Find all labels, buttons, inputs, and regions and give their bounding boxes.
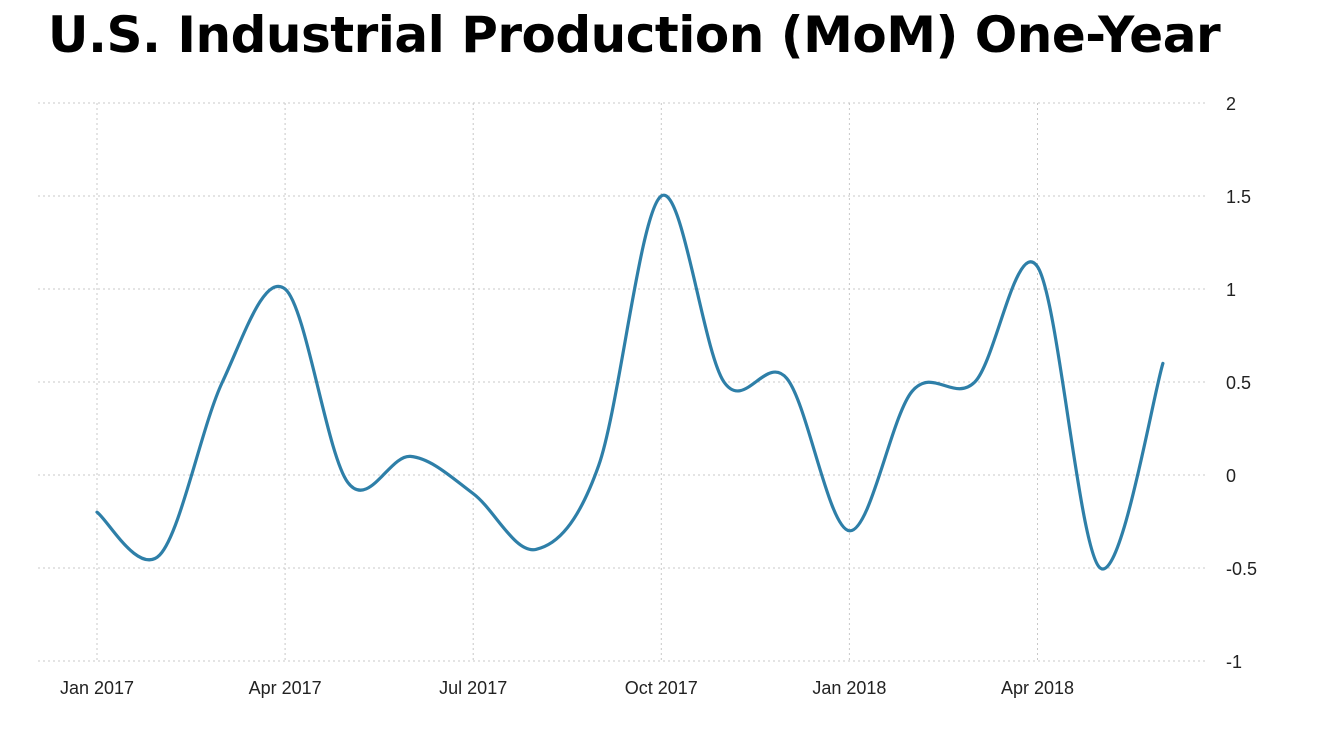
x-tick-label: Apr 2017 [249, 678, 322, 698]
series-layer [95, 193, 1165, 571]
y-tick-label: 1.5 [1226, 187, 1251, 207]
data-point [722, 380, 726, 384]
x-tick-label: Apr 2018 [1001, 678, 1074, 698]
tick-label-layer: 2 1.5 1 0.5 0 -0.5 -1 Jan 2017 Apr 2017 Jul 2017 O… [60, 94, 1257, 698]
data-point [95, 510, 99, 514]
y-tick-label: 0.5 [1226, 373, 1251, 393]
data-point [910, 389, 914, 393]
x-tick-label: Jul 2017 [439, 678, 507, 698]
data-point [471, 492, 475, 496]
y-tick-label: 0 [1226, 466, 1236, 486]
data-point [1036, 265, 1040, 269]
data-point [847, 529, 851, 533]
data-point [283, 287, 287, 291]
y-tick-label: 1 [1226, 280, 1236, 300]
x-tick-label: Oct 2017 [625, 678, 698, 698]
y-tick-label: -1 [1226, 652, 1242, 672]
x-tick-label: Jan 2018 [812, 678, 886, 698]
series-line [95, 193, 1165, 571]
data-point [220, 380, 224, 384]
data-point [1161, 361, 1165, 365]
data-point [785, 376, 789, 380]
data-point [1098, 566, 1102, 570]
x-tick-label: Jan 2017 [60, 678, 134, 698]
data-point [409, 454, 413, 458]
data-point [973, 380, 977, 384]
chart-title: U.S. Industrial Production (MoM) One-Yea… [47, 6, 1221, 64]
data-point [346, 480, 350, 484]
grid-layer [38, 102, 1205, 662]
y-tick-label: -0.5 [1226, 559, 1257, 579]
data-point [534, 547, 538, 551]
data-point [597, 464, 601, 468]
data-point [158, 553, 162, 557]
y-tick-label: 2 [1226, 94, 1236, 114]
data-point [659, 194, 663, 198]
